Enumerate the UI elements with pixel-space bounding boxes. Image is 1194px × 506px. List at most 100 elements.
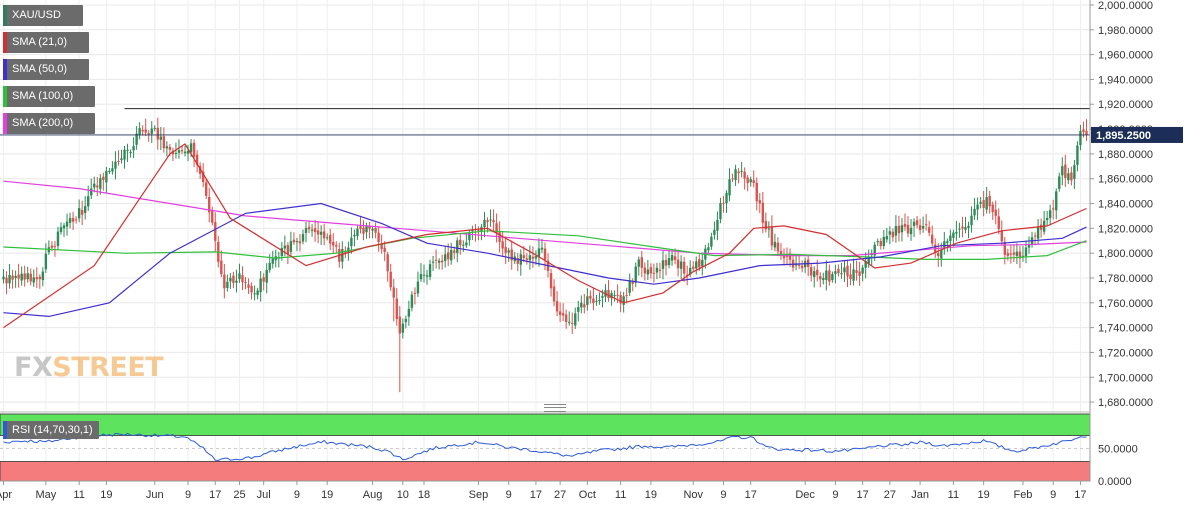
sma100-line	[3, 230, 1087, 260]
candle-body	[289, 241, 293, 252]
candle	[1048, 204, 1052, 226]
candle	[1064, 154, 1067, 187]
candle-body	[695, 261, 698, 269]
candle	[734, 164, 737, 186]
date-tick-label: Sep	[469, 489, 489, 501]
candle-body	[304, 228, 308, 233]
candle-body	[286, 245, 290, 255]
candle-body	[295, 241, 299, 243]
candle	[882, 229, 886, 250]
legend-label-xauusd: XAU/USD	[12, 9, 61, 21]
candle-body	[220, 260, 223, 275]
candle-body	[1073, 165, 1076, 179]
candle	[1021, 245, 1025, 262]
legend-label-sma200: SMA (200,0)	[12, 117, 74, 129]
candle-body	[861, 267, 864, 274]
candle	[90, 178, 93, 200]
candle	[794, 254, 798, 271]
candle	[71, 211, 75, 231]
legend-rsi[interactable]: RSI (14,70,30,1)	[3, 421, 99, 439]
current-price-tag	[1091, 126, 1183, 143]
candle-body	[679, 261, 683, 269]
candle-body	[516, 258, 519, 264]
candle-body	[83, 206, 87, 213]
pane-resize-handle[interactable]	[544, 404, 566, 412]
candle-body	[537, 248, 541, 257]
candle	[876, 238, 879, 246]
candle-body	[204, 182, 208, 196]
candle	[431, 255, 435, 271]
candle	[773, 233, 777, 252]
candle-body	[428, 264, 432, 278]
candle	[743, 167, 746, 190]
date-tick-label: Apr	[0, 489, 12, 501]
candle-body	[864, 261, 867, 268]
rsi-oversold-zone	[0, 461, 1091, 482]
candle	[1006, 248, 1010, 261]
candle	[1070, 166, 1073, 186]
candle-body	[580, 302, 583, 308]
candle-body	[577, 307, 580, 312]
candle	[607, 280, 610, 302]
candle-body	[1085, 130, 1088, 135]
candle-body	[522, 255, 526, 258]
candle-body	[208, 197, 211, 213]
candle-body	[858, 271, 861, 276]
candle	[159, 126, 163, 151]
candle	[692, 261, 695, 272]
candle	[1003, 236, 1007, 265]
candle	[23, 265, 26, 287]
candle	[214, 212, 217, 252]
candle-body	[135, 133, 138, 145]
price-tick-label: 1,820.0000	[1098, 223, 1153, 235]
candle	[831, 271, 834, 283]
candle	[99, 174, 102, 195]
legend-xauusd[interactable]: XAU/USD	[3, 5, 83, 26]
candle	[371, 225, 374, 239]
candle	[1009, 244, 1013, 264]
legend-sma21[interactable]: SMA (21,0)	[3, 32, 89, 53]
candle	[840, 262, 843, 279]
candle-body	[268, 262, 271, 270]
candle	[229, 273, 232, 289]
candle	[135, 126, 138, 150]
candle	[589, 290, 592, 304]
candle-body	[843, 267, 846, 273]
candle	[988, 190, 991, 214]
candle	[740, 162, 743, 178]
candle	[241, 266, 244, 291]
candle-body	[713, 229, 716, 235]
legend-sma200[interactable]: SMA (200,0)	[3, 113, 95, 134]
candle	[701, 252, 704, 276]
candle-body	[265, 269, 268, 283]
candle	[528, 245, 532, 270]
candle-body	[716, 219, 719, 231]
candle	[232, 271, 235, 289]
candle	[425, 270, 429, 285]
candle-body	[229, 277, 232, 282]
candle-body	[701, 259, 704, 267]
candle	[223, 263, 226, 299]
legend-sma100[interactable]: SMA (100,0)	[3, 86, 95, 107]
candle-body	[779, 251, 783, 256]
candle	[755, 177, 758, 211]
candle-body	[262, 277, 265, 282]
candle-body	[117, 160, 120, 162]
candle-body	[867, 256, 870, 264]
candle-body	[26, 273, 29, 280]
candle	[837, 264, 840, 277]
candle-body	[168, 146, 172, 150]
candle-body	[395, 298, 398, 319]
candle	[564, 309, 568, 329]
date-tick-label: 27	[554, 489, 566, 501]
candle-body	[1003, 241, 1007, 255]
candle	[14, 270, 17, 288]
date-tick-label: Feb	[1013, 489, 1032, 501]
candle-body	[335, 245, 338, 247]
candle-body	[162, 136, 166, 149]
candle	[568, 311, 571, 326]
date-tick-label: 19	[645, 489, 657, 501]
candle-body	[543, 248, 547, 260]
candle	[208, 187, 211, 223]
legend-sma50[interactable]: SMA (50,0)	[3, 59, 89, 80]
